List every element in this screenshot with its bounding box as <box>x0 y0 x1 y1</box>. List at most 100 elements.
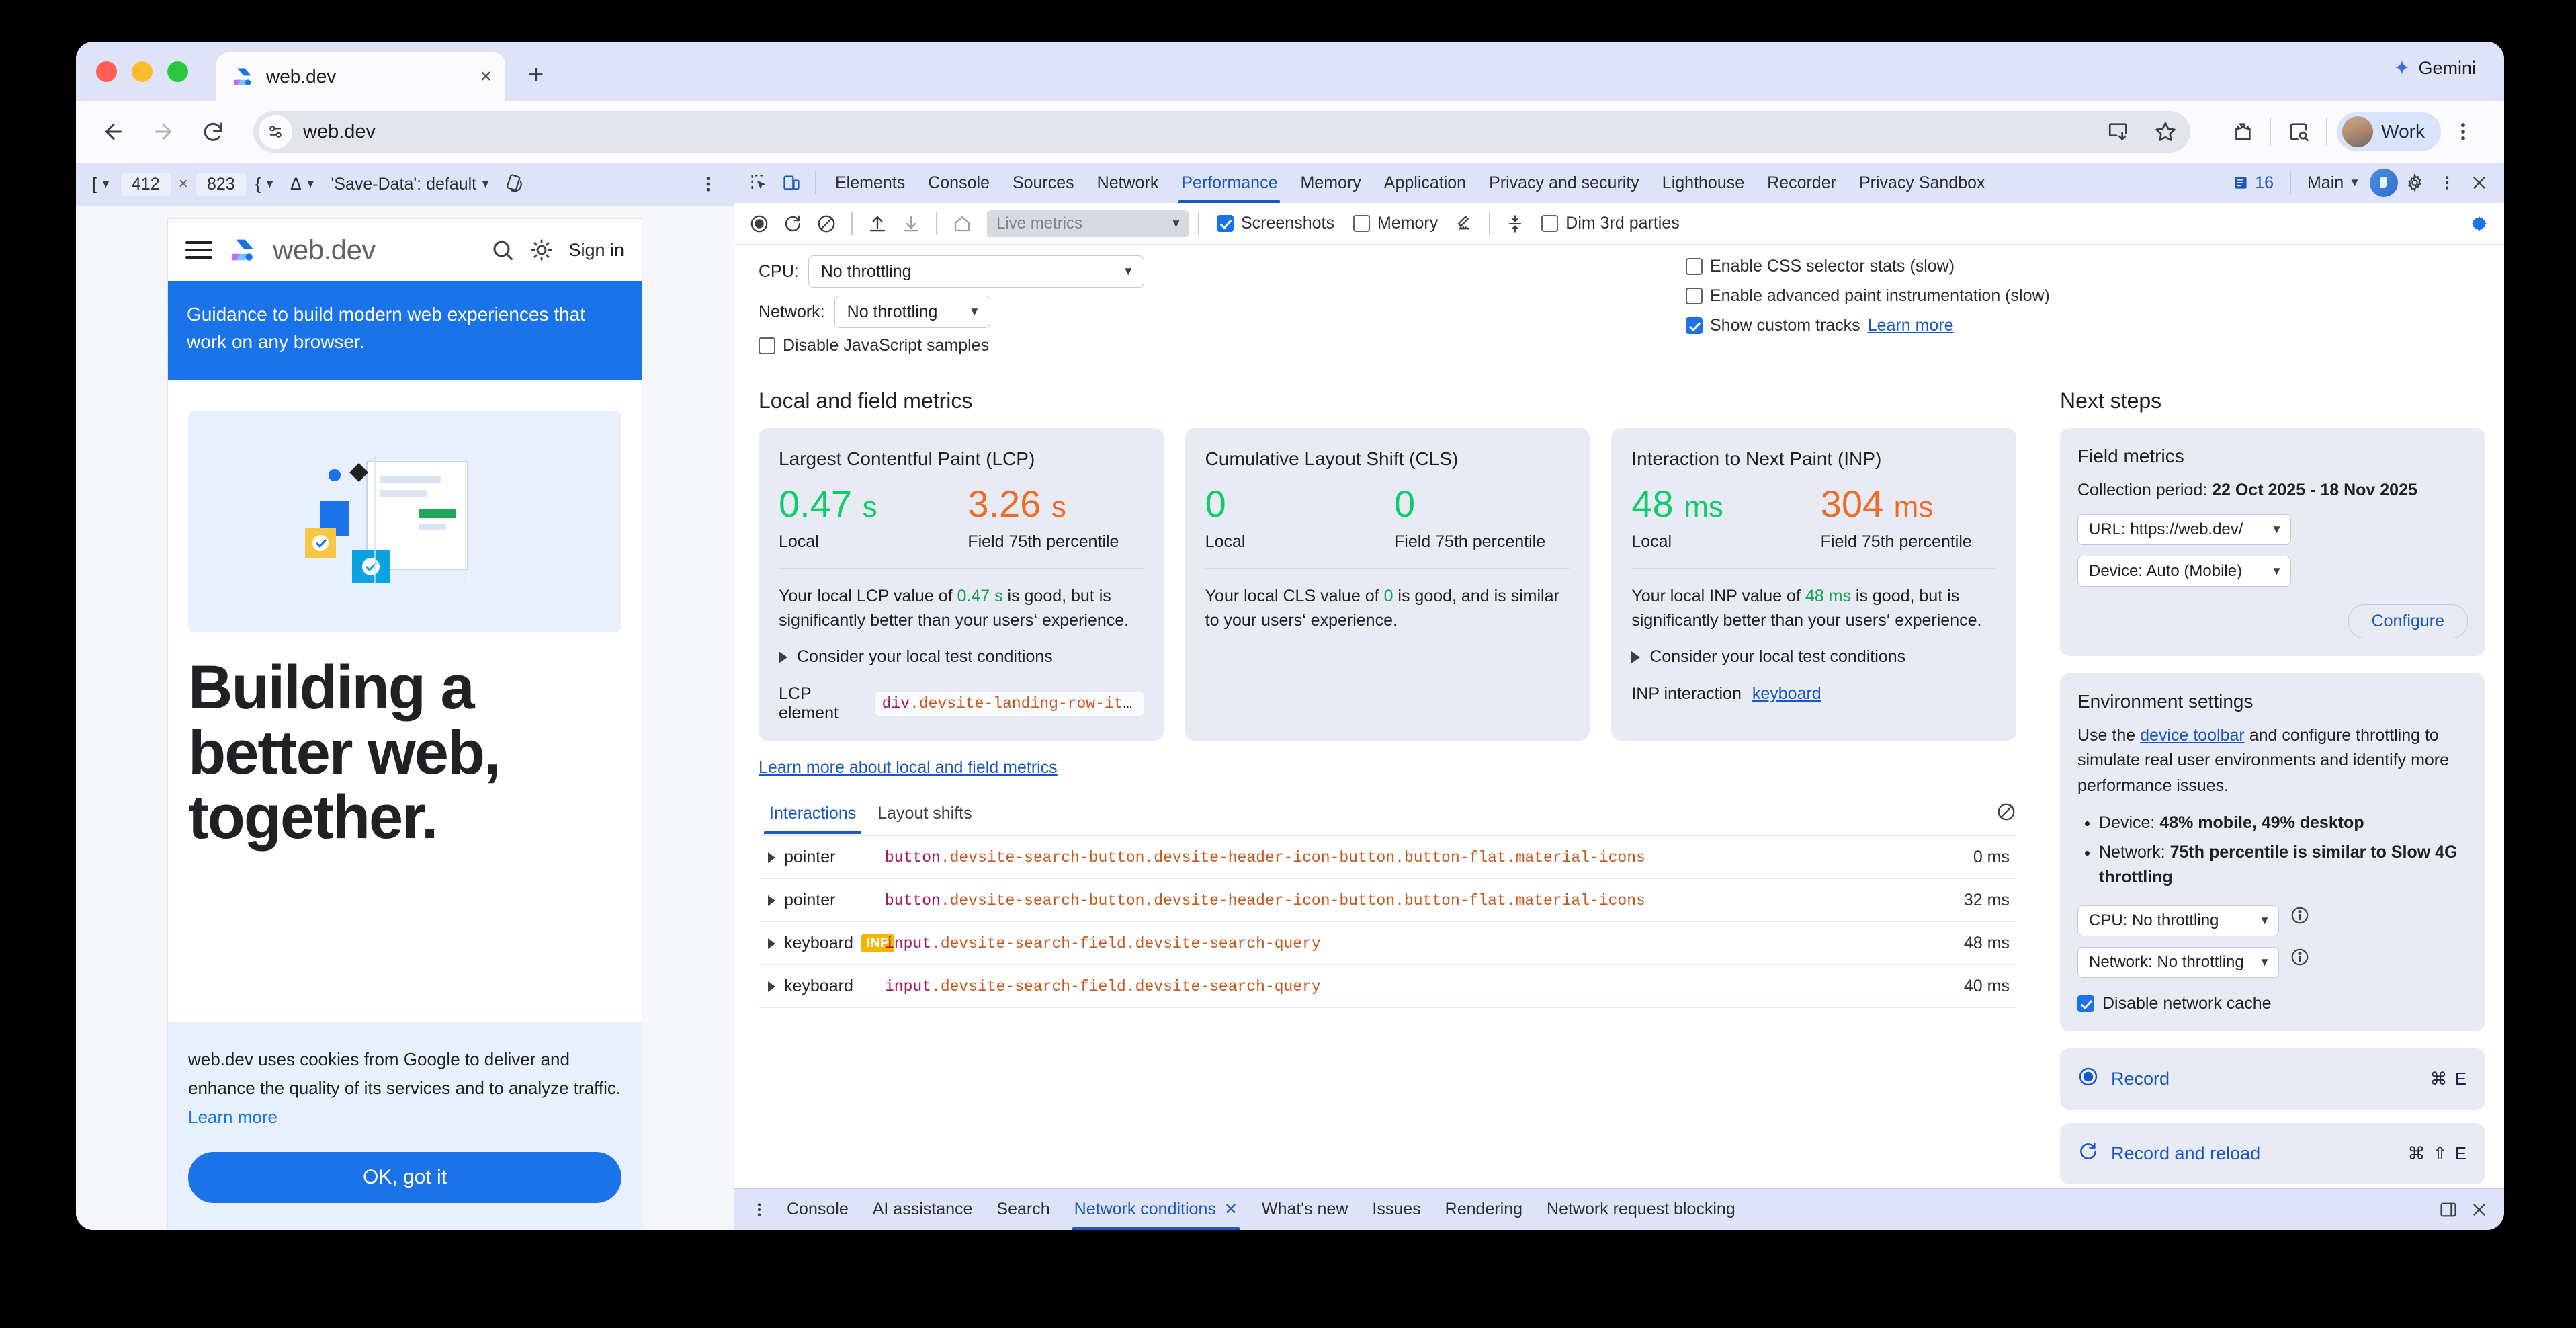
dock-side-icon[interactable] <box>2433 1194 2464 1225</box>
drawer-tab-issues[interactable]: Issues <box>1372 1200 1421 1218</box>
theme-toggle-icon[interactable] <box>529 238 554 262</box>
clear-interactions-icon[interactable] <box>1996 802 2016 835</box>
save-data-select[interactable]: 'Save-Data': default ▼ <box>326 172 497 197</box>
drawer-tab-network-conditions[interactable]: Network conditions ✕ <box>1062 1189 1250 1230</box>
gemini-sparkle-icon[interactable] <box>2370 169 2398 197</box>
viewport-height-input[interactable]: 823 <box>196 172 246 196</box>
close-icon[interactable]: ✕ <box>1223 1200 1238 1218</box>
configure-button[interactable]: Configure <box>2348 604 2468 638</box>
live-metrics-home-icon[interactable] <box>947 208 978 239</box>
device-preset-select[interactable]: [ ▼ <box>87 172 117 197</box>
screenshots-checkbox[interactable]: Screenshots <box>1209 214 1342 233</box>
table-row[interactable]: keyboard input.devsite-search-field.devs… <box>759 965 2016 1009</box>
tab-search-icon[interactable] <box>2280 114 2317 150</box>
learn-more-metrics-link[interactable]: Learn more about local and field metrics <box>759 758 1058 778</box>
drawer-tab-rendering[interactable]: Rendering <box>1445 1200 1523 1218</box>
info-icon[interactable] <box>2290 905 2310 925</box>
close-icon[interactable] <box>2464 1194 2495 1225</box>
inp-interaction-link[interactable]: keyboard <box>1752 684 1821 704</box>
device-toolbar-icon[interactable] <box>776 167 807 198</box>
hamburger-menu-icon[interactable] <box>185 241 212 259</box>
tab-sources[interactable]: Sources <box>1012 173 1074 192</box>
record-button[interactable]: Record ⌘ E <box>2060 1048 2485 1110</box>
info-icon[interactable] <box>2290 947 2310 967</box>
cookie-learn-more-link[interactable]: Learn more <box>188 1107 277 1128</box>
zoom-select[interactable]: { ▼ <box>250 172 281 197</box>
gear-icon[interactable] <box>2464 208 2495 239</box>
tab-memory[interactable]: Memory <box>1300 173 1361 192</box>
close-icon[interactable] <box>2464 167 2495 198</box>
download-icon[interactable] <box>896 208 927 239</box>
table-row[interactable]: pointer button.devsite-search-button.dev… <box>759 836 2016 880</box>
drawer-tab-ai-assistance[interactable]: AI assistance <box>872 1200 973 1218</box>
clear-icon[interactable] <box>811 208 842 239</box>
site-settings-icon[interactable] <box>259 115 292 149</box>
tab-elements[interactable]: Elements <box>835 173 906 192</box>
extensions-puzzle-icon[interactable] <box>2224 114 2260 150</box>
record-circle-icon[interactable] <box>744 208 775 239</box>
address-bar[interactable]: web.dev <box>253 111 2191 153</box>
env-cpu-select[interactable]: CPU: No throttling ▼ <box>2077 905 2279 936</box>
tab-console[interactable]: Console <box>928 173 990 192</box>
tab-network[interactable]: Network <box>1097 173 1159 192</box>
local-test-conditions-disclosure[interactable]: Consider your local test conditions <box>1631 647 1996 667</box>
drawer-tab-console[interactable]: Console <box>787 1200 849 1218</box>
disable-network-cache-checkbox[interactable]: Disable network cache <box>2077 994 2468 1013</box>
new-tab-button[interactable]: + <box>528 60 544 89</box>
network-throttling-select[interactable]: No throttling ▼ <box>834 296 990 328</box>
maximize-window-button[interactable] <box>167 60 188 82</box>
disable-js-samples-checkbox[interactable]: Disable JavaScript samples <box>759 336 1686 356</box>
context-selector[interactable]: Main ▼ <box>2299 173 2368 193</box>
expand-icon[interactable] <box>759 938 784 949</box>
device-toolbar-link[interactable]: device toolbar <box>2140 725 2245 745</box>
minimize-window-button[interactable] <box>132 60 153 82</box>
cpu-throttling-select[interactable]: No throttling ▼ <box>808 255 1144 288</box>
sign-in-link[interactable]: Sign in <box>568 239 624 260</box>
env-network-select[interactable]: Network: No throttling ▼ <box>2077 946 2279 978</box>
back-arrow-icon[interactable] <box>99 117 128 147</box>
network-throttle-select[interactable]: Δ ▼ <box>285 172 322 197</box>
table-row[interactable]: pointer button.devsite-search-button.dev… <box>759 879 2016 923</box>
browser-tab[interactable]: web.dev × <box>216 52 505 101</box>
reload-icon[interactable] <box>198 117 228 147</box>
custom-tracks-learn-more-link[interactable]: Learn more <box>1867 316 1954 335</box>
tab-recorder[interactable]: Recorder <box>1767 173 1836 192</box>
tab-privacy-and-security[interactable]: Privacy and security <box>1489 173 1639 192</box>
table-row[interactable]: keyboard INP input.devsite-search-field.d… <box>759 922 2016 966</box>
css-selector-stats-checkbox[interactable]: Enable CSS selector stats (slow) <box>1686 257 2480 276</box>
star-icon[interactable] <box>2147 114 2184 150</box>
tab-privacy-sandbox[interactable]: Privacy Sandbox <box>1858 173 1985 192</box>
kebab-menu-icon[interactable] <box>2445 114 2481 150</box>
search-icon[interactable] <box>490 238 515 262</box>
gear-icon[interactable] <box>2399 167 2430 198</box>
install-app-icon[interactable] <box>2100 114 2137 150</box>
memory-checkbox[interactable]: Memory <box>1345 214 1446 233</box>
lcp-element-selector[interactable]: div.devsite-landing-row-item-d… <box>875 692 1144 716</box>
cookie-accept-button[interactable]: OK, got it <box>188 1152 621 1203</box>
live-metrics-select[interactable]: Live metrics ▼ <box>987 210 1189 237</box>
expand-icon[interactable] <box>759 895 784 906</box>
profile-button[interactable]: Work <box>2337 112 2441 151</box>
upload-icon[interactable] <box>862 208 893 239</box>
tab-performance[interactable]: Performance <box>1170 163 1288 203</box>
kebab-menu-icon[interactable] <box>2432 167 2462 198</box>
kebab-menu-icon[interactable] <box>693 172 723 196</box>
tab-lighthouse[interactable]: Lighthouse <box>1662 173 1745 192</box>
field-url-select[interactable]: URL: https://web.dev/ ▼ <box>2077 513 2291 545</box>
tab-application[interactable]: Application <box>1383 173 1467 192</box>
advanced-paint-checkbox[interactable]: Enable advanced paint instrumentation (s… <box>1686 286 2480 306</box>
dim-parties-icon[interactable] <box>1500 208 1531 239</box>
local-test-conditions-disclosure[interactable]: Consider your local test conditions <box>779 647 1144 667</box>
tab-interactions[interactable]: Interactions <box>759 804 867 835</box>
issues-counter[interactable]: 16 <box>2225 173 2282 193</box>
drawer-tab-whats-new[interactable]: What's new <box>1261 1200 1348 1218</box>
drawer-tab-search[interactable]: Search <box>996 1200 1050 1218</box>
close-window-button[interactable] <box>96 60 117 82</box>
record-reload-icon[interactable] <box>777 208 808 239</box>
dim-3rd-parties-checkbox[interactable]: Dim 3rd parties <box>1533 214 1688 233</box>
tab-layout-shifts[interactable]: Layout shifts <box>877 804 972 823</box>
record-and-reload-button[interactable]: Record and reload ⌘ ⇧ E <box>2060 1122 2485 1184</box>
kebab-menu-icon[interactable] <box>744 1194 775 1225</box>
viewport-width-input[interactable]: 412 <box>120 172 171 196</box>
field-device-select[interactable]: Device: Auto (Mobile) ▼ <box>2077 555 2291 587</box>
